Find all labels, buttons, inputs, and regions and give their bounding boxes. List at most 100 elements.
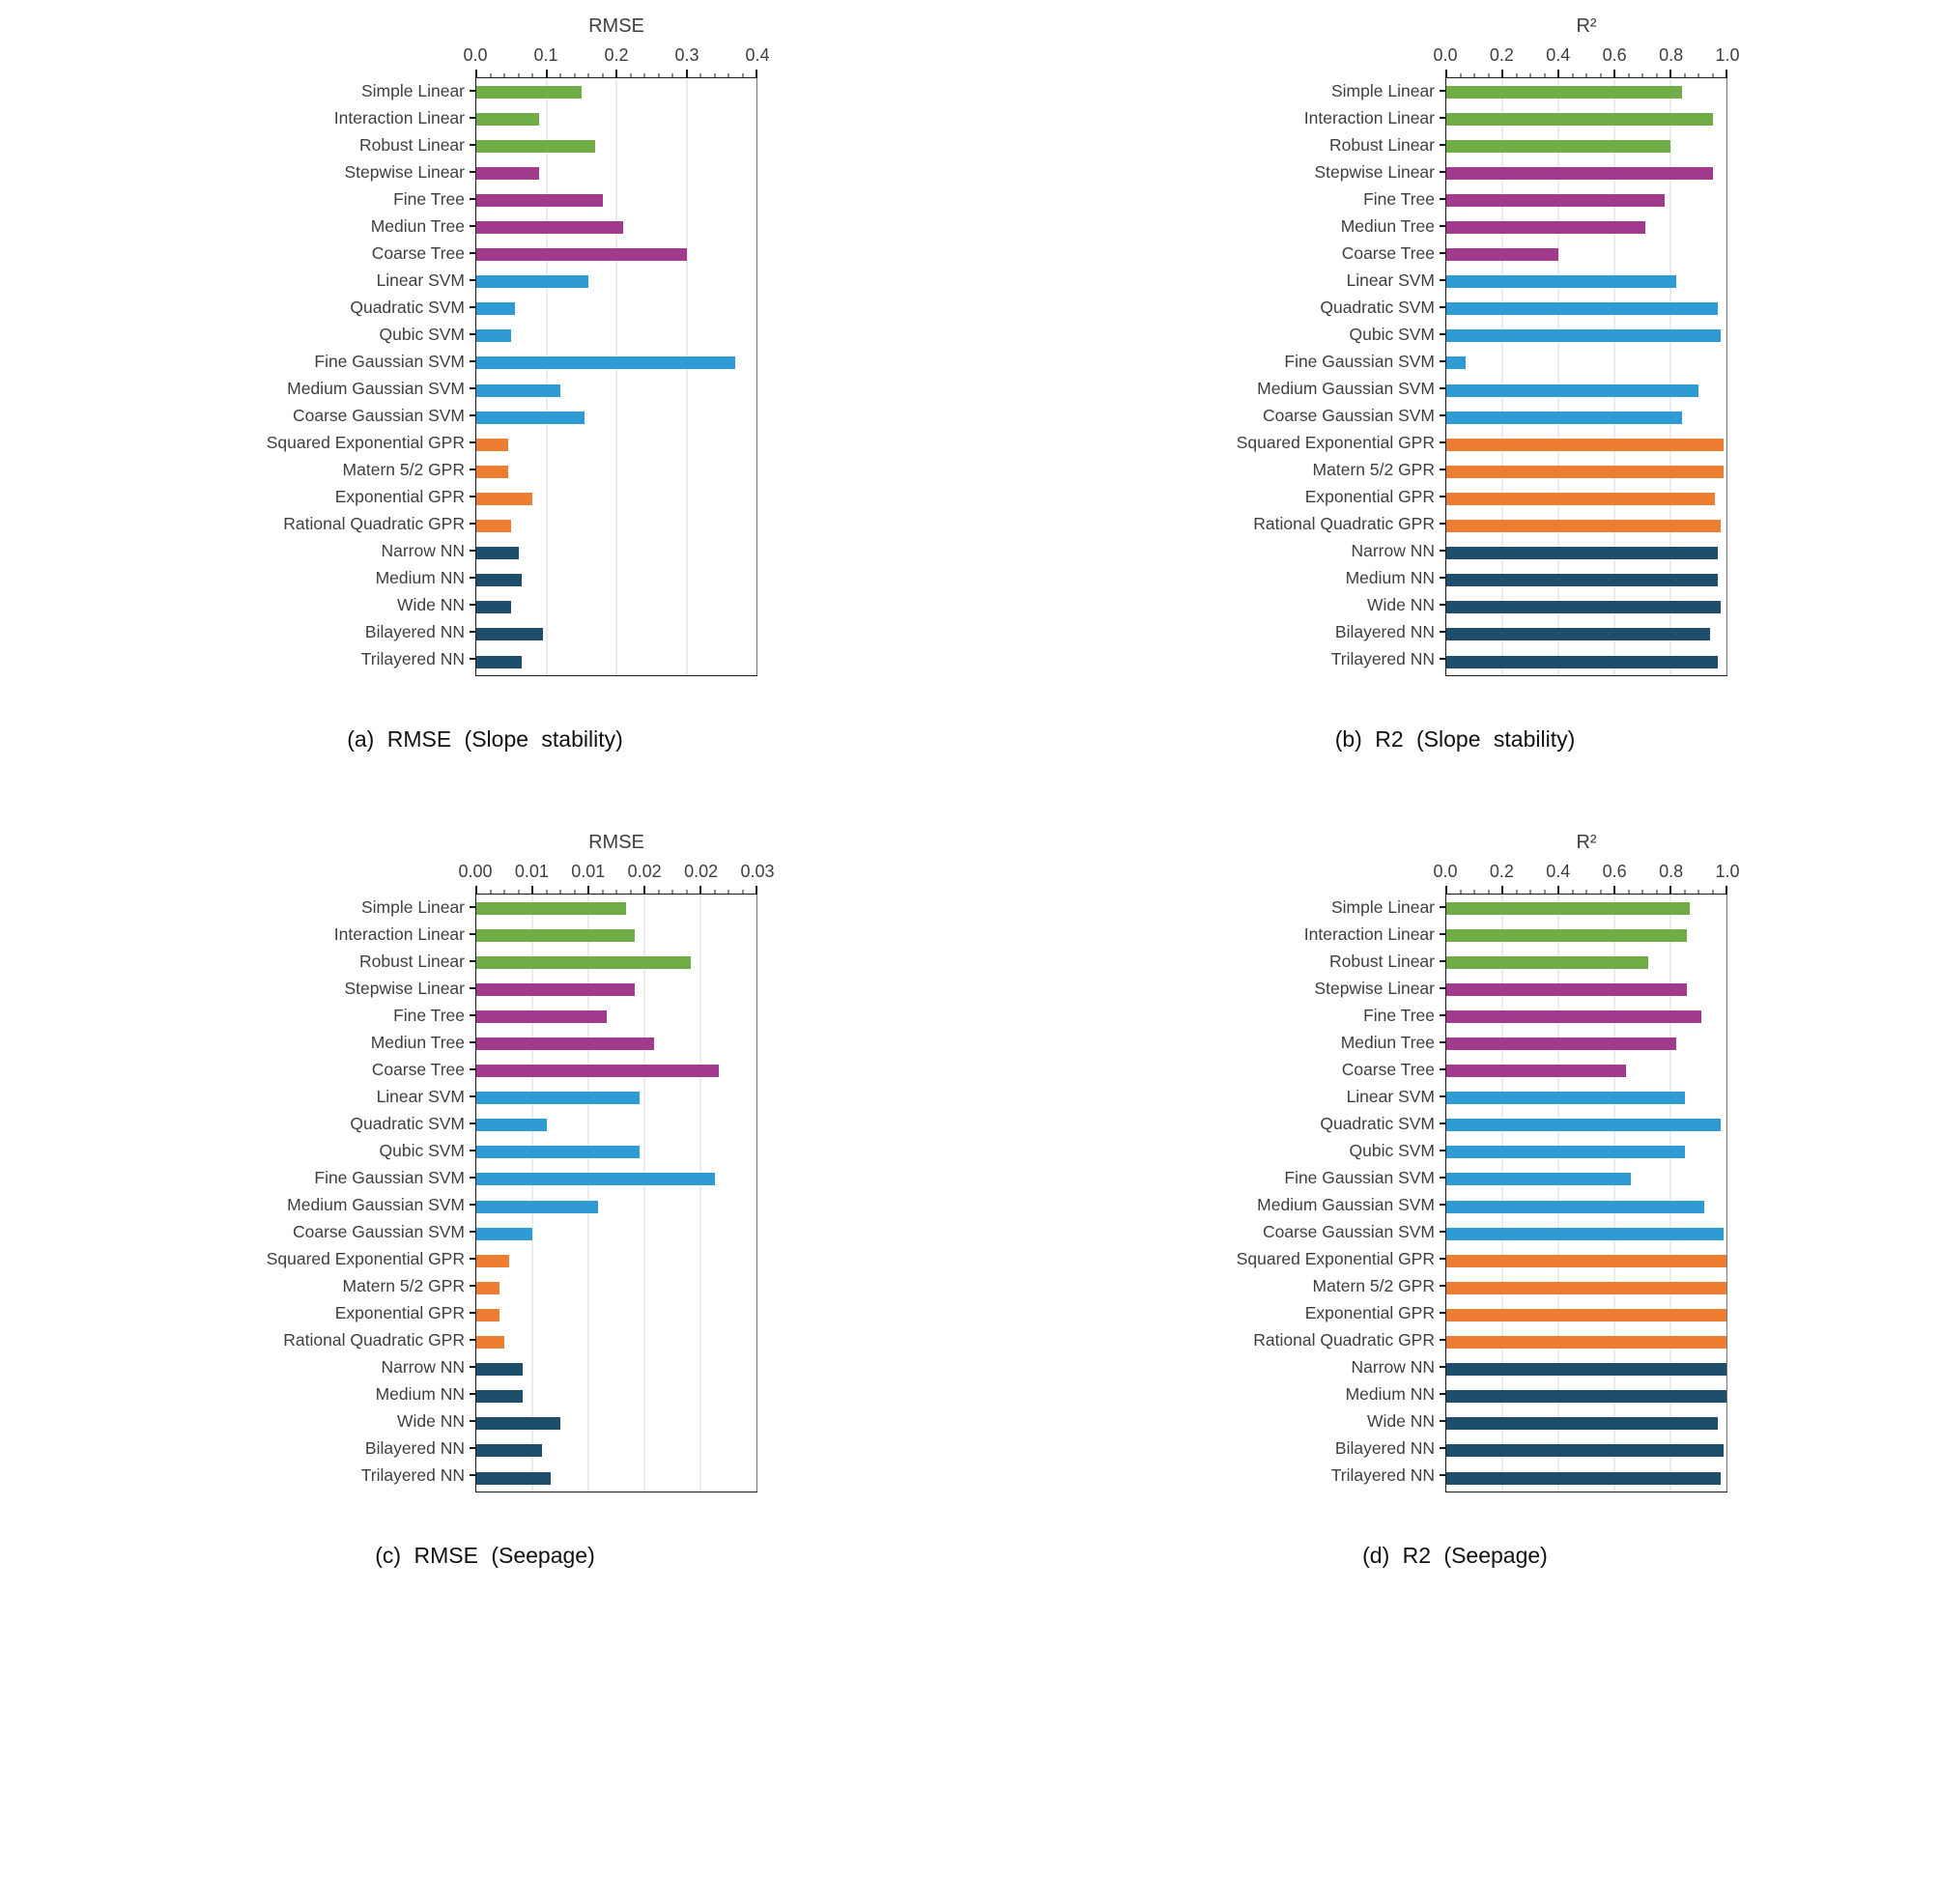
x-minor-tick-mark <box>531 73 533 78</box>
category-label-row: Medium NN <box>1183 1380 1445 1407</box>
bar-row <box>476 350 756 377</box>
bar-row <box>1446 949 1726 976</box>
category-label-row: Squared Exponential GPR <box>213 429 475 456</box>
category-label: Interaction Linear <box>1303 924 1435 944</box>
gridline <box>1669 78 1671 675</box>
x-minor-tick-mark <box>1488 890 1489 895</box>
x-minor-tick-mark <box>1473 890 1475 895</box>
bar-nn <box>476 574 523 587</box>
category-label-row: Simple Linear <box>213 77 475 104</box>
x-minor-tick-mark <box>1684 73 1685 78</box>
bar-row <box>1446 594 1726 621</box>
category-tick-mark <box>1440 1312 1445 1314</box>
category-label-row: Stepwise Linear <box>1183 975 1445 1002</box>
category-label: Mediun Tree <box>1340 1032 1435 1052</box>
bar-nn <box>476 547 519 560</box>
bar-row <box>476 269 756 296</box>
bar-gpr <box>1446 520 1722 533</box>
category-label-row: Fine Gaussian SVM <box>1183 348 1445 375</box>
category-tick-mark <box>470 144 475 146</box>
bar-row <box>1446 1464 1726 1492</box>
x-minor-tick-mark <box>658 890 659 895</box>
x-minor-tick-mark <box>1641 890 1643 895</box>
category-tick-mark <box>1440 225 1445 227</box>
category-tick-mark <box>1440 1014 1445 1016</box>
bar-linear <box>1446 139 1670 153</box>
category-tick-mark <box>1440 252 1445 254</box>
category-label: Stepwise Linear <box>344 161 465 182</box>
bar-nn <box>476 1417 560 1431</box>
x-tick-label: 0.8 <box>1659 45 1684 65</box>
category-tick-mark <box>470 171 475 173</box>
category-label: Rational Quadratic GPR <box>283 1329 465 1350</box>
bar-row <box>1446 1410 1726 1437</box>
bar-row <box>1446 1193 1726 1220</box>
bar-gpr <box>476 492 532 505</box>
category-label: Medium Gaussian SVM <box>1257 1194 1435 1214</box>
category-label: Stepwise Linear <box>344 978 465 998</box>
bar-gpr <box>1446 465 1725 478</box>
bar-row <box>476 377 756 404</box>
bar-tree <box>1446 166 1713 180</box>
bar-row <box>476 1003 756 1030</box>
category-label: Quadratic SVM <box>1320 1113 1435 1133</box>
bar-tree <box>476 221 624 235</box>
category-label: Coarse Gaussian SVM <box>293 1221 465 1241</box>
bar-row <box>476 159 756 186</box>
category-label: Rational Quadratic GPR <box>283 513 465 533</box>
x-tick-mark <box>1726 886 1727 895</box>
bar-tree <box>476 248 687 262</box>
category-label-row: Rational Quadratic GPR <box>1183 510 1445 537</box>
category-label: Narrow NN <box>1351 540 1435 560</box>
category-tick-mark <box>1440 1285 1445 1287</box>
category-label-row: Mediun Tree <box>213 1029 475 1056</box>
category-label-row: Narrow NN <box>1183 1353 1445 1380</box>
bar-chart-d: R² 0.0 0.2 0.4 0.6 0.8 1.0 Simple Linear Inter… <box>1183 830 1740 1492</box>
corner-spacer <box>1183 14 1445 77</box>
x-axis-head: R² 0.0 0.2 0.4 0.6 0.8 1.0 <box>1433 830 1739 894</box>
category-label-row: Quadratic SVM <box>213 1110 475 1137</box>
bar-row <box>476 105 756 132</box>
category-label-row: Coarse Gaussian SVM <box>213 1218 475 1245</box>
category-label-row: Fine Tree <box>213 185 475 213</box>
bar-nn <box>1446 574 1719 587</box>
category-tick-mark <box>470 1420 475 1422</box>
x-minor-tick-mark <box>630 890 631 895</box>
category-label: Coarse Gaussian SVM <box>293 405 465 425</box>
x-minor-tick-mark <box>1698 73 1699 78</box>
x-tick-label: 0.00 <box>458 862 493 881</box>
x-tick-mark <box>685 70 688 78</box>
category-label: Fine Tree <box>393 1005 465 1025</box>
x-minor-tick-mark <box>1516 890 1517 895</box>
category-tick-mark <box>1440 1068 1445 1070</box>
x-tick-mark <box>1501 70 1503 78</box>
category-label-row: Stepwise Linear <box>213 158 475 185</box>
x-minor-tick-mark <box>658 73 659 78</box>
bar-tree <box>1446 982 1688 996</box>
bar-row <box>476 567 756 594</box>
category-label: Medium Gaussian SVM <box>1257 378 1435 398</box>
x-tick-label: 0.03 <box>740 862 775 881</box>
bar-linear <box>1446 901 1691 915</box>
bar-nn <box>1446 628 1710 641</box>
category-tick-mark <box>1440 441 1445 443</box>
category-label: Qubic SVM <box>379 324 466 344</box>
category-label-row: Exponential GPR <box>213 1299 475 1326</box>
x-tick-label: 0.4 <box>745 45 770 65</box>
category-label: Linear SVM <box>1346 270 1435 290</box>
bar-row <box>1446 186 1726 213</box>
category-tick-mark <box>470 631 475 633</box>
x-minor-tick-mark <box>1460 73 1461 78</box>
bar-nn <box>1446 547 1719 560</box>
category-tick-mark <box>1440 1447 1445 1449</box>
x-minor-tick-mark <box>1628 73 1629 78</box>
bar-nn <box>476 1363 524 1377</box>
gridline <box>546 78 547 675</box>
gridline <box>1501 895 1503 1492</box>
category-label-row: Medium NN <box>213 564 475 591</box>
bar-tree <box>1446 1065 1626 1078</box>
category-tick-mark <box>470 523 475 525</box>
x-tick-label: 1.0 <box>1715 862 1740 881</box>
category-label-row: Matern 5/2 GPR <box>1183 456 1445 483</box>
category-tick-mark <box>1440 387 1445 389</box>
